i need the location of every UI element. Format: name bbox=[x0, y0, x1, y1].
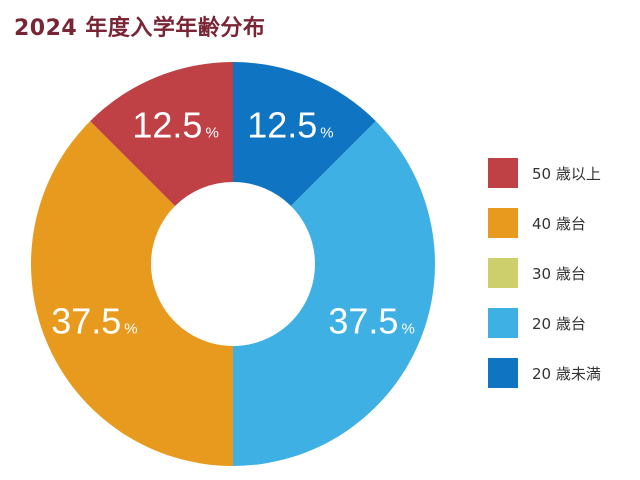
legend-label-20s: 20 歳台 bbox=[532, 314, 586, 333]
slice-50-plus bbox=[90, 62, 233, 207]
legend-label-30s: 30 歳台 bbox=[532, 264, 586, 283]
legend-swatch-under-20 bbox=[488, 358, 518, 388]
chart-legend: 50 歳以上 40 歳台 30 歳台 20 歳台 20 歳未満 bbox=[488, 148, 601, 398]
slice-under-20 bbox=[233, 62, 376, 207]
legend-swatch-20s bbox=[488, 308, 518, 338]
legend-swatch-50-plus bbox=[488, 158, 518, 188]
legend-label-50-plus: 50 歳以上 bbox=[532, 164, 601, 183]
data-label-50-plus: 12.5% bbox=[132, 104, 218, 145]
slice-40s bbox=[31, 121, 233, 466]
legend-label-under-20: 20 歳未満 bbox=[532, 364, 601, 383]
chart-title: 2024 年度入学年齢分布 bbox=[14, 16, 266, 41]
legend-item-20s: 20 歳台 bbox=[488, 298, 601, 348]
legend-swatch-40s bbox=[488, 208, 518, 238]
legend-swatch-30s bbox=[488, 258, 518, 288]
data-label-20s: 37.5% bbox=[328, 300, 414, 341]
data-label-40s: 37.5% bbox=[51, 300, 137, 341]
legend-item-30s: 30 歳台 bbox=[488, 248, 601, 298]
legend-label-40s: 40 歳台 bbox=[532, 214, 586, 233]
slice-20s bbox=[233, 121, 435, 466]
legend-item-50-plus: 50 歳以上 bbox=[488, 148, 601, 198]
legend-item-40s: 40 歳台 bbox=[488, 198, 601, 248]
legend-item-under-20: 20 歳未満 bbox=[488, 348, 601, 398]
data-label-under-20: 12.5% bbox=[247, 104, 333, 145]
